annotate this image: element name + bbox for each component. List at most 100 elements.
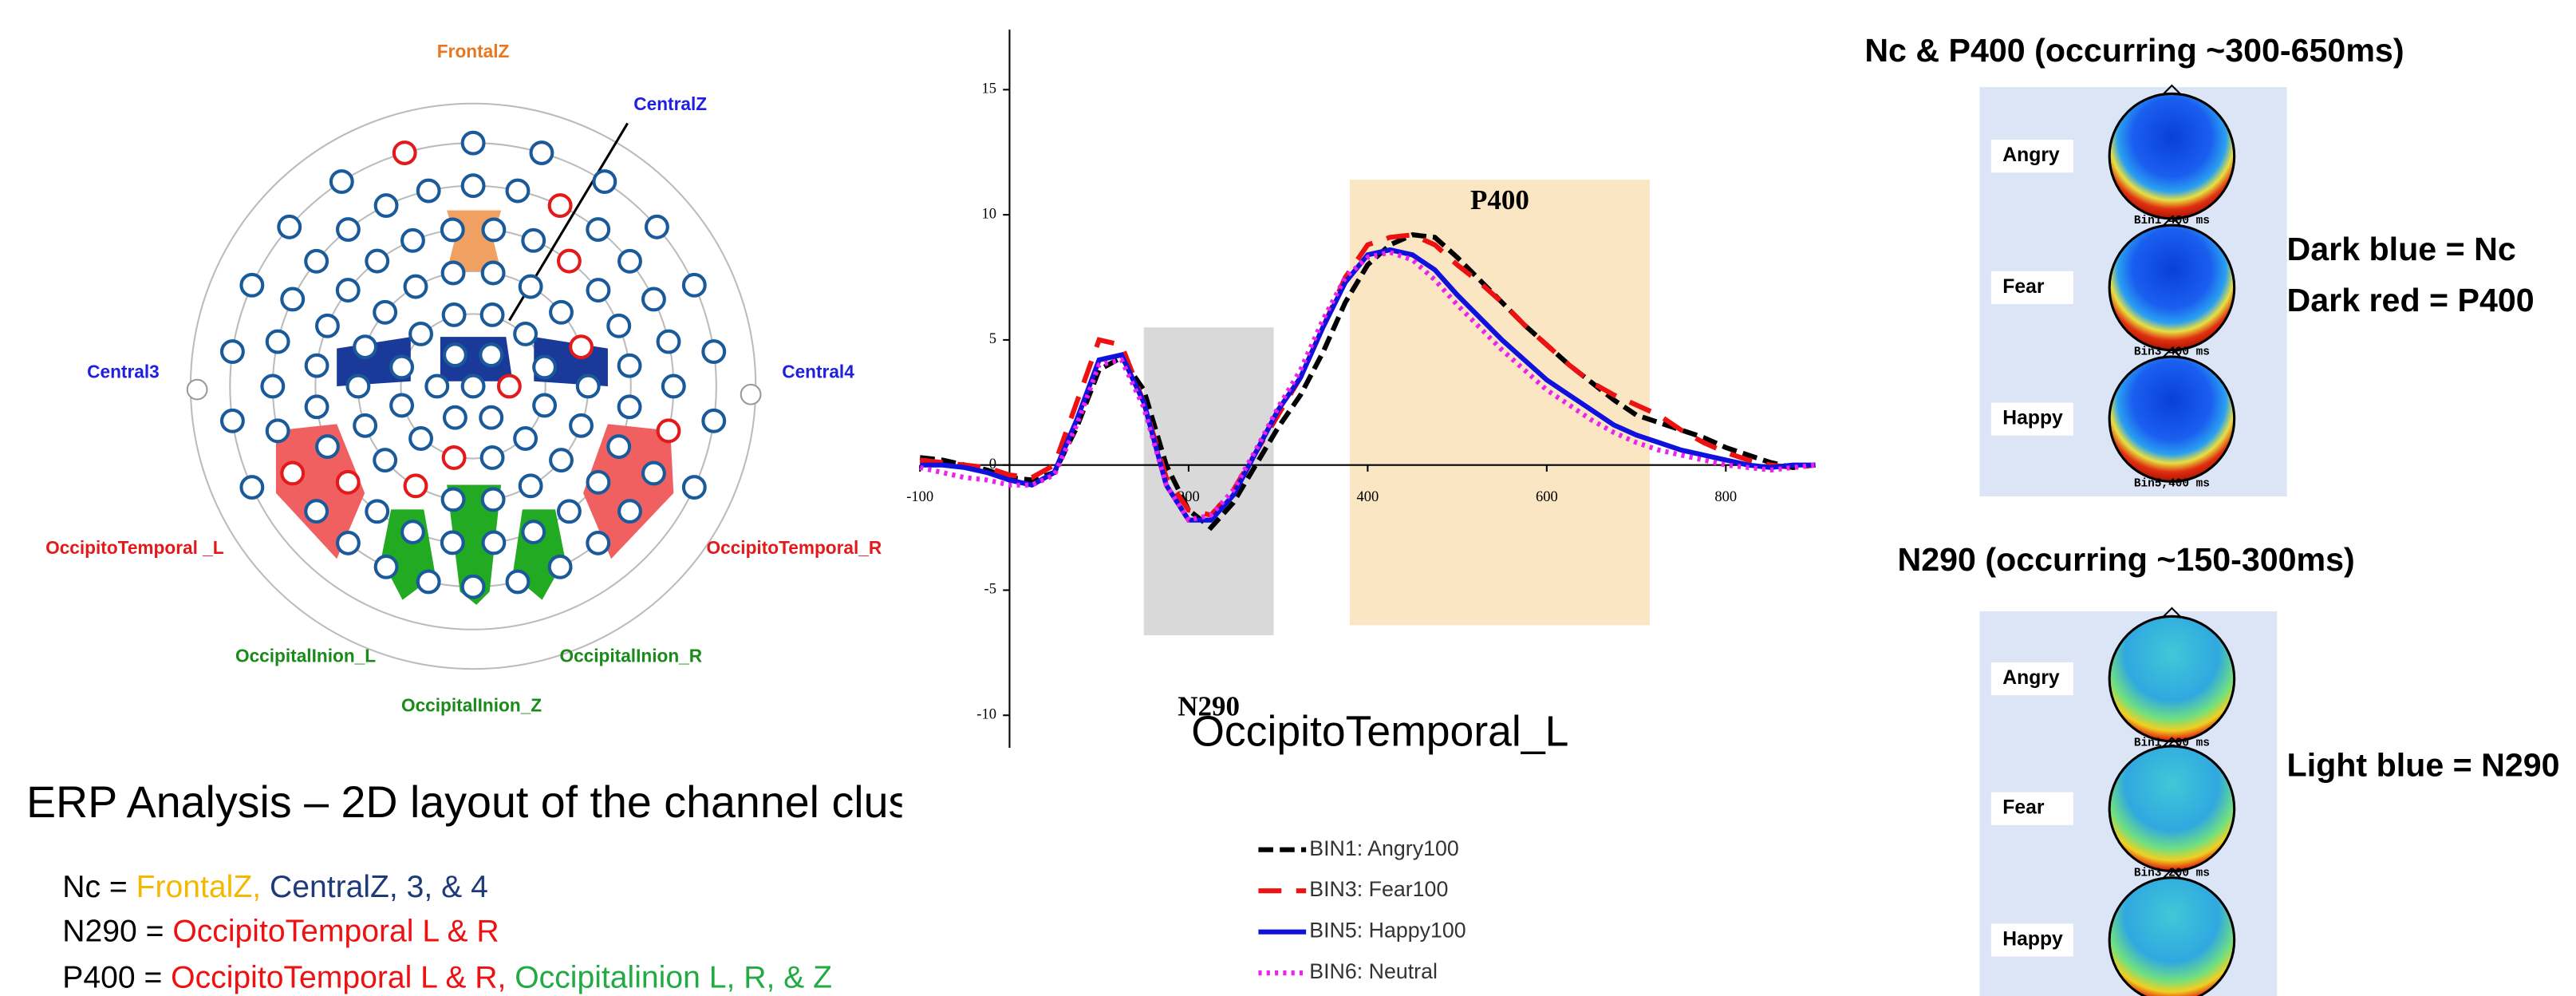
nose [2161,607,2183,619]
ref-electrode [186,378,208,401]
electrode [617,394,642,420]
cluster-label: Central3 [87,361,160,381]
electrode [586,530,611,555]
electrode [416,569,441,595]
layout-title: ERP Analysis – 2D layout of the channel … [26,777,984,827]
electrode [617,353,642,378]
region-label: P400 [1470,184,1529,215]
cluster-label: OccipitalInion_L [235,646,376,666]
electrode [480,487,506,512]
color-key: Dark red = P400 [2287,282,2535,318]
emotion-label: Happy [2002,928,2063,950]
definition-segment: FrontalZ, [136,870,270,904]
cluster-label: OccipitoTemporal _L [45,537,224,558]
electrode [481,217,507,243]
electrode [532,354,558,380]
emotion-label: Fear [2002,797,2045,819]
legend-label: BIN3: Fear100 [1309,877,1448,901]
electrode [441,445,467,470]
head-ring [400,313,546,460]
nose [2161,347,2183,359]
electrode [389,354,415,380]
emotion-label: Happy [2002,408,2063,429]
emotion-label: Fear [2002,276,2045,298]
electrode [518,274,543,299]
electrode [239,475,265,500]
electrode [416,178,441,204]
legend-label: BIN5: Happy100 [1309,919,1466,943]
electrode [265,418,290,444]
topomap [2108,876,2236,996]
topomap [2108,615,2236,743]
cluster-label: OccipitalInion_Z [401,695,542,716]
nose [2161,737,2183,749]
topomap-caption: Bin1 200 ms [2134,737,2210,750]
cluster-label: OccipitoTemporal_R [707,537,882,558]
cluster-definition: P400 = OccipitoTemporal L & R, Occipital… [62,961,832,995]
definition-segment: Nc = [62,870,136,904]
topomaps: Angry Bin1 400 ms Fear Bin3 400 ms Happy Bin5… [1990,84,2236,996]
electrode [353,413,378,438]
electrode-layout [186,102,762,670]
electrode [701,408,727,433]
electrode [606,313,632,338]
electrode [239,272,265,298]
legend-label: BIN6: Neutral [1309,959,1438,983]
electrode [505,178,531,204]
electrode [656,329,681,354]
electrode [656,418,681,444]
electrode [400,520,425,545]
electrode [373,193,399,219]
color-key: Dark blue = Nc [2287,231,2516,267]
label-box [1990,792,2073,825]
topomap-caption: Bin3 200 ms [2134,867,2210,879]
cluster-definition: N290 = OccipitoTemporal L & R [62,915,499,949]
emotion-label: Angry [2002,144,2060,166]
definition-segment: OccipitoTemporal L & R, [171,961,515,995]
electrode [586,278,611,303]
cluster-label: FrontalZ [437,41,510,61]
electrode [460,130,486,156]
nose [2161,84,2183,97]
electrode [569,413,594,438]
label-box [1990,140,2073,173]
electrode [479,445,505,470]
electrode [265,329,290,354]
definition-segment: Occipitalinion L, R, & Z [515,961,832,995]
electrode [304,353,329,378]
label-box [1990,402,2073,436]
definition-segment: CentralZ, 3, & 4 [270,870,488,904]
electrode [569,334,594,360]
electrode [280,460,306,486]
electrode [575,374,601,399]
electrode [532,393,558,418]
topomap [2108,355,2236,483]
electrode [521,227,546,253]
emotion-label: Angry [2002,667,2060,689]
cluster-label: Central4 [782,361,854,381]
legend: BIN1: Angry100 BIN3: Fear100 BIN5: Happy10… [1258,836,1466,983]
cluster-label: OccipitalInion_R [559,646,702,666]
electrode [440,217,465,243]
x-tick-label: 400 [1356,488,1379,505]
electrode [479,405,504,430]
electrode [441,302,467,327]
y-tick-label: 15 [981,81,996,97]
electrode [521,520,546,545]
electrode [556,248,582,274]
ref-electrode [740,383,762,405]
electrode [529,140,554,165]
electrode [513,426,538,451]
electrode [480,260,506,286]
electrode [408,321,433,346]
electrode [392,140,417,165]
x-tick-label: 800 [1714,488,1737,505]
electrode [549,448,574,473]
electrode [373,448,398,473]
electrode [496,374,522,399]
electrode [373,554,399,579]
electrode [219,408,245,433]
erp-line [919,232,1816,518]
electrode [442,342,467,368]
